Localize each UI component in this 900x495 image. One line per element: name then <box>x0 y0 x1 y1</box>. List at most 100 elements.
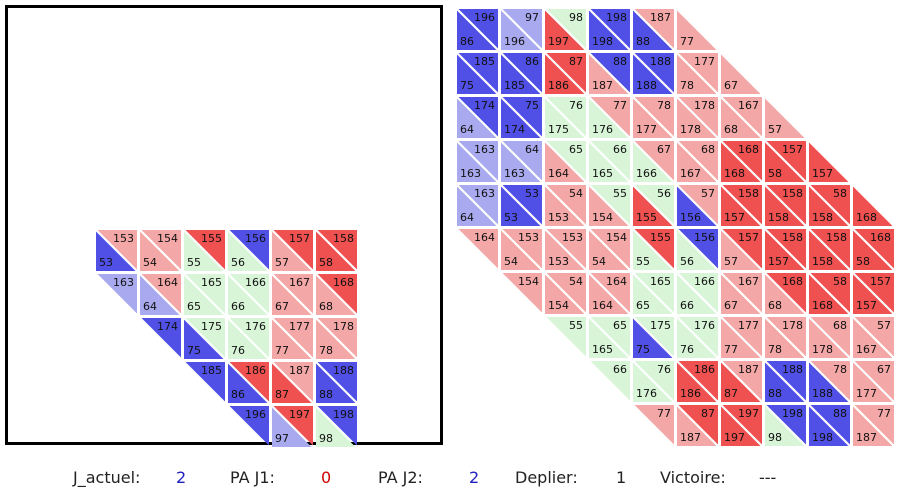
grid-cell[interactable]: 67 <box>721 53 762 94</box>
grid-cell[interactable]: 157 157 <box>853 273 894 314</box>
grid-cell[interactable]: 186 186 <box>677 361 718 402</box>
grid-cell[interactable]: 175 75 <box>184 318 225 359</box>
grid-cell[interactable]: 165 65 <box>633 273 674 314</box>
grid-cell[interactable]: 67 166 <box>633 141 674 182</box>
grid-cell[interactable]: 87 187 <box>677 405 718 446</box>
grid-cell[interactable]: 168 68 <box>765 273 806 314</box>
grid-cell[interactable]: 174 64 <box>457 97 498 138</box>
grid-cell[interactable]: 168 <box>853 185 894 226</box>
grid-cell[interactable]: 156 56 <box>677 229 718 270</box>
grid-cell[interactable]: 154 54 <box>140 230 181 271</box>
grid-cell[interactable]: 154 <box>501 273 542 314</box>
grid-cell[interactable]: 75 174 <box>501 97 542 138</box>
grid-cell[interactable]: 57 167 <box>853 317 894 358</box>
grid-cell[interactable]: 55 154 <box>589 185 630 226</box>
grid-cell[interactable]: 176 76 <box>228 318 269 359</box>
grid-cell[interactable]: 54 153 <box>545 185 586 226</box>
grid-cell[interactable]: 167 67 <box>721 273 762 314</box>
grid-cell[interactable]: 198 98 <box>316 406 357 447</box>
grid-cell[interactable]: 176 76 <box>677 317 718 358</box>
grid-cell[interactable]: 78 177 <box>633 97 674 138</box>
grid-cell[interactable]: 168 68 <box>316 274 357 315</box>
grid-cell[interactable]: 66 <box>589 361 630 402</box>
grid-cell[interactable]: 156 56 <box>228 230 269 271</box>
grid-cell[interactable]: 86 185 <box>501 53 542 94</box>
grid-cell[interactable]: 197 197 <box>721 405 762 446</box>
grid-cell[interactable]: 56 155 <box>633 185 674 226</box>
grid-cell[interactable]: 77 <box>633 405 674 446</box>
grid-cell[interactable]: 165 65 <box>184 274 225 315</box>
grid-cell[interactable]: 185 <box>184 362 225 403</box>
grid-cell[interactable]: 76 176 <box>633 361 674 402</box>
grid-cell[interactable]: 55 <box>545 317 586 358</box>
grid-cell[interactable]: 157 57 <box>272 230 313 271</box>
grid-cell[interactable]: 57 156 <box>677 185 718 226</box>
grid-cell[interactable]: 187 88 <box>633 9 674 50</box>
grid-cell[interactable]: 163 64 <box>457 185 498 226</box>
grid-cell[interactable]: 168 58 <box>853 229 894 270</box>
grid-cell[interactable]: 155 55 <box>184 230 225 271</box>
grid-cell[interactable]: 177 77 <box>721 317 762 358</box>
grid-cell[interactable]: 76 175 <box>545 97 586 138</box>
grid-cell[interactable]: 157 57 <box>721 229 762 270</box>
grid-cell[interactable]: 174 <box>140 318 181 359</box>
grid-cell[interactable]: 164 <box>457 229 498 270</box>
grid-cell[interactable]: 66 165 <box>589 141 630 182</box>
grid-cell[interactable]: 58 158 <box>809 185 850 226</box>
grid-cell[interactable]: 196 <box>228 406 269 447</box>
grid-cell[interactable]: 158 158 <box>809 229 850 270</box>
grid-cell[interactable]: 88 198 <box>809 405 850 446</box>
grid-cell[interactable]: 175 75 <box>633 317 674 358</box>
grid-cell[interactable]: 158 157 <box>721 185 762 226</box>
grid-cell[interactable]: 168 168 <box>721 141 762 182</box>
grid-cell[interactable]: 154 54 <box>589 229 630 270</box>
grid-cell[interactable]: 77 <box>677 9 718 50</box>
grid-cell[interactable]: 158 158 <box>765 185 806 226</box>
grid-cell[interactable]: 68 167 <box>677 141 718 182</box>
grid-cell[interactable]: 198 98 <box>765 405 806 446</box>
grid-cell[interactable]: 53 53 <box>501 185 542 226</box>
grid-cell[interactable]: 78 188 <box>809 361 850 402</box>
grid-cell[interactable]: 187 87 <box>721 361 762 402</box>
grid-cell[interactable]: 188 88 <box>316 362 357 403</box>
grid-cell[interactable]: 153 53 <box>96 230 137 271</box>
grid-cell[interactable]: 164 64 <box>140 274 181 315</box>
grid-cell[interactable]: 88 187 <box>589 53 630 94</box>
grid-cell[interactable]: 167 68 <box>721 97 762 138</box>
grid-cell[interactable]: 68 178 <box>809 317 850 358</box>
grid-cell[interactable]: 197 97 <box>272 406 313 447</box>
grid-cell[interactable]: 64 163 <box>501 141 542 182</box>
grid-cell[interactable]: 163 163 <box>457 141 498 182</box>
grid-cell[interactable]: 58 168 <box>809 273 850 314</box>
grid-cell[interactable]: 185 75 <box>457 53 498 94</box>
grid-cell[interactable]: 77 176 <box>589 97 630 138</box>
grid-cell[interactable]: 166 66 <box>677 273 718 314</box>
grid-cell[interactable]: 166 66 <box>228 274 269 315</box>
right-board[interactable]: 196 86 97 196 98 197 198 198 187 88 77 185 75 86 185 87… <box>455 5 900 450</box>
grid-cell[interactable]: 178 78 <box>316 318 357 359</box>
grid-cell[interactable]: 155 55 <box>633 229 674 270</box>
left-board[interactable]: 153 53 154 54 155 55 156 56 157 57 158 58 163 164 64 16… <box>5 5 443 447</box>
grid-cell[interactable]: 188 88 <box>765 361 806 402</box>
grid-cell[interactable]: 153 54 <box>501 229 542 270</box>
grid-cell[interactable]: 163 <box>96 274 137 315</box>
grid-cell[interactable]: 87 186 <box>545 53 586 94</box>
grid-cell[interactable]: 188 188 <box>633 53 674 94</box>
grid-cell[interactable]: 196 86 <box>457 9 498 50</box>
grid-cell[interactable]: 57 <box>765 97 806 138</box>
grid-cell[interactable]: 167 67 <box>272 274 313 315</box>
grid-cell[interactable]: 178 78 <box>765 317 806 358</box>
grid-cell[interactable]: 54 154 <box>545 273 586 314</box>
grid-cell[interactable]: 157 58 <box>765 141 806 182</box>
grid-cell[interactable]: 164 164 <box>589 273 630 314</box>
grid-cell[interactable]: 198 198 <box>589 9 630 50</box>
grid-cell[interactable]: 97 196 <box>501 9 542 50</box>
grid-cell[interactable]: 65 164 <box>545 141 586 182</box>
grid-cell[interactable]: 158 58 <box>316 230 357 271</box>
grid-cell[interactable]: 98 197 <box>545 9 586 50</box>
grid-cell[interactable]: 153 153 <box>545 229 586 270</box>
grid-cell[interactable]: 65 165 <box>589 317 630 358</box>
grid-cell[interactable]: 177 77 <box>272 318 313 359</box>
grid-cell[interactable]: 157 <box>809 141 850 182</box>
grid-cell[interactable]: 77 187 <box>853 405 894 446</box>
